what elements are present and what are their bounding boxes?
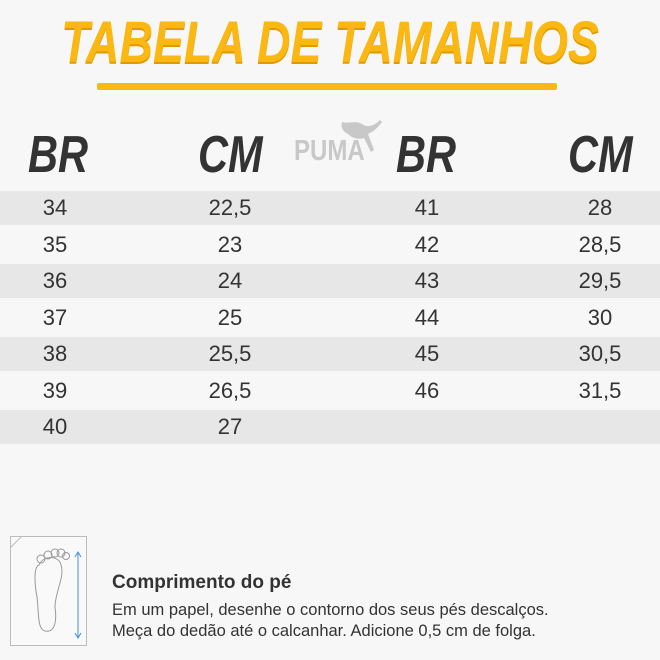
table-row: 35 23 42 28,5 (0, 228, 660, 262)
size-cm-cell: 29,5 (578, 268, 622, 293)
size-cm-cell: 31,5 (578, 377, 622, 403)
instructions-line-1: Em um papel, desenhe o contorno dos seus… (112, 601, 549, 619)
size-cm-cell: 23 (217, 231, 243, 257)
size-br-cell (377, 410, 477, 444)
size-cm-cell: 30 (587, 304, 613, 330)
title-underline (97, 83, 557, 90)
header-br-right: BR (396, 126, 457, 184)
size-cm-cell (550, 410, 650, 444)
size-br-cell: 37 (42, 304, 68, 330)
size-br-cell: 38 (42, 341, 68, 366)
table-row: 34 22,5 41 28 (0, 191, 660, 225)
size-br-cell: 45 (414, 341, 440, 366)
table-row: 39 26,5 46 31,5 (0, 374, 660, 408)
header-cm-left: CM (198, 126, 263, 184)
size-br-cell: 36 (42, 268, 68, 293)
page-title: TABELA DE TAMANHOS (61, 10, 599, 75)
size-br-cell: 44 (414, 304, 440, 330)
size-br-cell: 42 (414, 231, 440, 257)
table-row: 40 27 (0, 410, 660, 444)
size-br-cell: 35 (42, 231, 68, 257)
size-br-cell: 41 (414, 195, 440, 220)
size-cm-cell: 28,5 (578, 231, 622, 257)
svg-text:PUMA: PUMA (294, 134, 365, 167)
instructions-line-2: Meça do dedão até o calcanhar. Adicione … (112, 622, 536, 640)
header-br-left: BR (28, 126, 89, 184)
puma-logo-icon: PUMA (294, 120, 382, 167)
instructions-text: Em um papel, desenhe o contorno dos seus… (112, 600, 549, 642)
table-row: 36 24 43 29,5 (0, 264, 660, 298)
size-cm-cell: 24 (217, 268, 243, 293)
instructions-heading: Comprimento do pé (112, 572, 292, 593)
header-cm-right: CM (568, 126, 633, 184)
size-cm-cell: 30,5 (578, 341, 622, 366)
size-cm-cell: 28 (587, 195, 613, 220)
size-br-cell: 46 (414, 377, 440, 403)
size-cm-cell: 22,5 (208, 195, 252, 220)
size-cm-cell: 25,5 (208, 341, 252, 366)
size-br-cell: 40 (42, 414, 68, 439)
table-row: 37 25 44 30 (0, 301, 660, 335)
size-br-cell: 39 (42, 377, 68, 403)
foot-measure-icon (10, 536, 87, 646)
size-cm-cell: 27 (217, 414, 243, 439)
size-cm-cell: 26,5 (208, 377, 252, 403)
table-row: 38 25,5 45 30,5 (0, 337, 660, 371)
size-br-cell: 34 (42, 195, 68, 220)
size-br-cell: 43 (414, 268, 440, 293)
size-cm-cell: 25 (217, 304, 243, 330)
